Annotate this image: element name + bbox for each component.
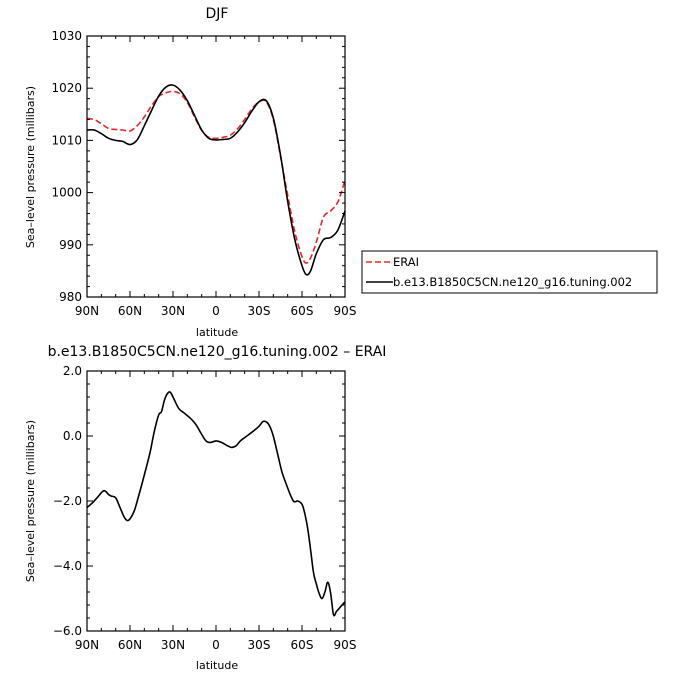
- y-tick-label: 990: [59, 238, 82, 252]
- x-tick-label: 60S: [291, 304, 314, 318]
- axis-ticks: 90N 60N 30N 0 30S 60S 90S 980 990 1000 1010 1020 103…: [51, 29, 356, 318]
- x-tick-label: 90N: [75, 304, 99, 318]
- plot-frame: [86, 370, 346, 632]
- y-axis-label: Sea–level pressure (millibars): [24, 420, 37, 582]
- legend-box: [361, 250, 658, 294]
- series-line-difference: [86, 391, 346, 617]
- x-tick-label: 90N: [75, 638, 99, 652]
- x-axis-label: latitude: [196, 326, 238, 339]
- legend: ERAI b.e13.B1850C5CN.ne120_g16.tuning.00…: [361, 250, 658, 294]
- y-tick-label: 2.0: [63, 364, 82, 378]
- chart-title: DJF: [206, 6, 229, 22]
- x-tick-label: 30N: [161, 638, 185, 652]
- series-line-model: [86, 84, 346, 276]
- x-tick-label: 0: [212, 638, 220, 652]
- x-tick-label: 60N: [118, 304, 142, 318]
- y-tick-label: 1000: [51, 186, 82, 200]
- y-tick-label: 0.0: [63, 429, 82, 443]
- x-tick-label: 30S: [248, 304, 271, 318]
- y-tick-label: −2.0: [53, 494, 82, 508]
- series-group: [86, 84, 346, 276]
- x-axis-label: latitude: [196, 659, 238, 672]
- legend-label-erai: ERAI: [393, 255, 419, 269]
- y-tick-label: 1010: [51, 133, 82, 147]
- difference-panel: b.e13.B1850C5CN.ne120_g16.tuning.002 – E…: [24, 344, 386, 672]
- y-tick-label: 1020: [51, 81, 82, 95]
- series-line-erai: [86, 90, 346, 264]
- legend-label-model: b.e13.B1850C5CN.ne120_g16.tuning.002: [393, 275, 632, 289]
- y-tick-label: −4.0: [53, 559, 82, 573]
- y-tick-label: 980: [59, 290, 82, 304]
- axis-ticks: 90N 60N 30N 0 30S 60S 90S −6.0 −4.0 −2.0 0.0 2.0: [53, 364, 357, 652]
- x-tick-label: 60S: [291, 638, 314, 652]
- y-tick-label: 1030: [51, 29, 82, 43]
- x-tick-label: 30N: [161, 304, 185, 318]
- y-tick-label: −6.0: [53, 624, 82, 638]
- x-tick-label: 30S: [248, 638, 271, 652]
- plot-frame: [86, 35, 346, 298]
- x-tick-label: 60N: [118, 638, 142, 652]
- x-tick-label: 90S: [334, 304, 357, 318]
- climatology-panel: DJF Sea–level pressure (millibars) latit…: [24, 6, 658, 339]
- y-axis-label: Sea–level pressure (millibars): [24, 86, 37, 248]
- x-tick-label: 90S: [334, 638, 357, 652]
- x-tick-label: 0: [212, 304, 220, 318]
- series-group: [86, 391, 346, 617]
- chart-title: b.e13.B1850C5CN.ne120_g16.tuning.002 – E…: [48, 344, 387, 360]
